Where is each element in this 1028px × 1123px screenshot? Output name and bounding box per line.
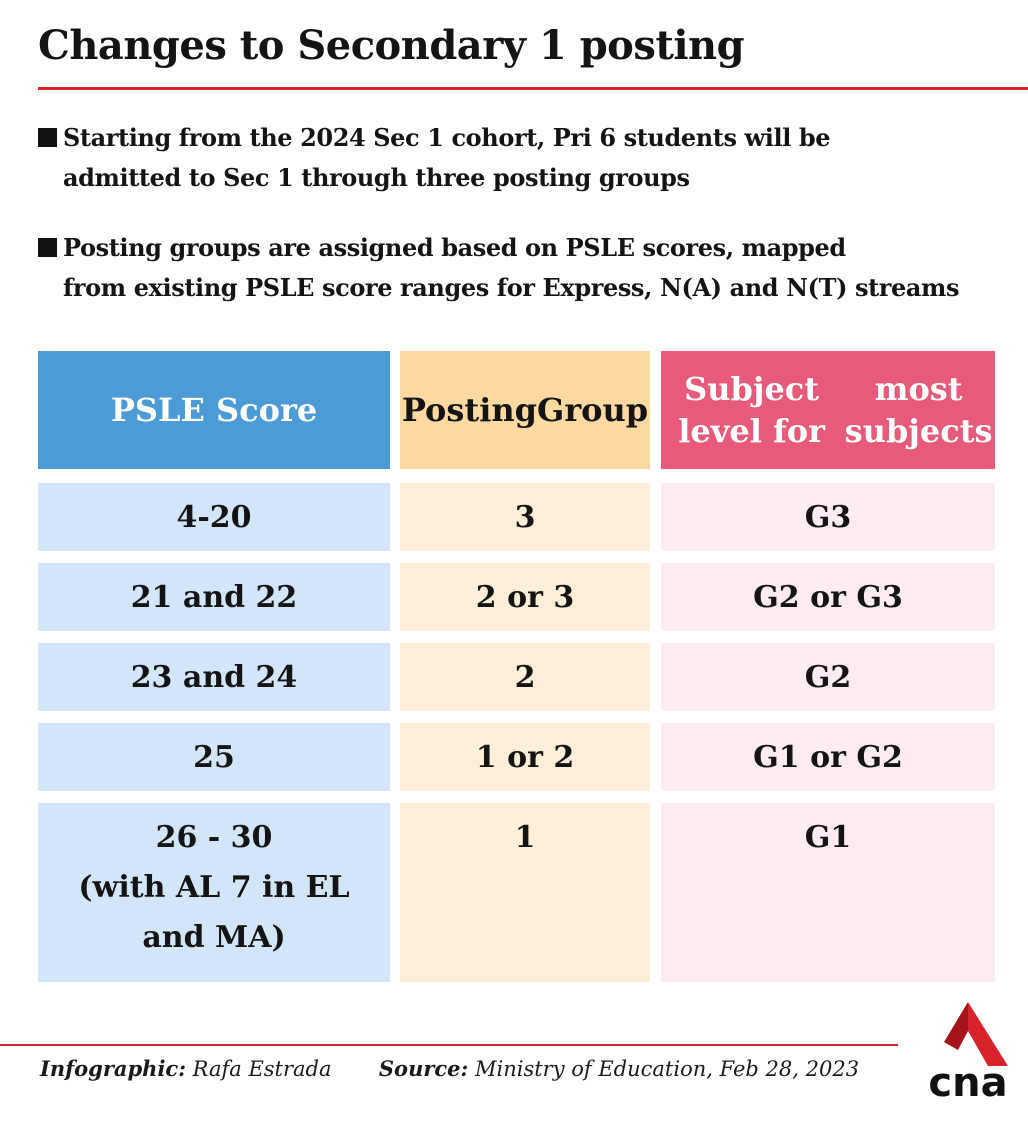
- cell-psle-score: 26 - 30 (with AL 7 in EL and MA): [38, 803, 390, 982]
- source-credit: Ministry of Education, Feb 28, 2023: [474, 1057, 860, 1081]
- cell-posting-group: 1 or 2: [400, 723, 650, 791]
- title-divider: [38, 87, 1028, 90]
- bullet-item: Posting groups are assigned based on PSL…: [38, 228, 960, 308]
- cell-subject-level: G1 or G2: [661, 723, 995, 791]
- cell-subject-level: G3: [661, 483, 995, 551]
- cna-logo: cna: [928, 1002, 1008, 1102]
- bullet-text: Posting groups are assigned based on PSL…: [63, 233, 960, 302]
- infographic-label: Infographic:: [40, 1056, 186, 1081]
- cell-subject-level: G1: [661, 803, 995, 982]
- page-title: Changes to Secondary 1 posting: [38, 22, 745, 69]
- cell-psle-score: 23 and 24: [38, 643, 390, 711]
- cell-posting-group: 2: [400, 643, 650, 711]
- bullet-item: Starting from the 2024 Sec 1 cohort, Pri…: [38, 118, 831, 198]
- infographic-credit: Rafa Estrada: [192, 1057, 332, 1081]
- cell-subject-level: G2 or G3: [661, 563, 995, 631]
- cell-posting-group: 2 or 3: [400, 563, 650, 631]
- logo-mark-shade-icon: [944, 1002, 968, 1050]
- header-posting-group: Posting Group: [400, 351, 650, 469]
- cell-psle-score: 25: [38, 723, 390, 791]
- bullet-text: Starting from the 2024 Sec 1 cohort, Pri…: [63, 123, 831, 192]
- footer-divider: [0, 1044, 898, 1046]
- cell-posting-group: 1: [400, 803, 650, 982]
- cell-psle-score: 21 and 22: [38, 563, 390, 631]
- logo-wordmark: cna: [928, 1060, 1007, 1102]
- square-bullet-icon: [38, 238, 57, 257]
- header-psle-score: PSLE Score: [38, 351, 390, 469]
- cell-subject-level: G2: [661, 643, 995, 711]
- cell-posting-group: 3: [400, 483, 650, 551]
- logo-mark-icon: [968, 1002, 1008, 1066]
- credits: Infographic: Rafa Estrada Source: Minist…: [40, 1056, 859, 1081]
- header-subject-level: Subject level for most subjects: [661, 351, 995, 469]
- square-bullet-icon: [38, 128, 57, 147]
- cell-psle-score: 4-20: [38, 483, 390, 551]
- source-label: Source:: [378, 1056, 469, 1081]
